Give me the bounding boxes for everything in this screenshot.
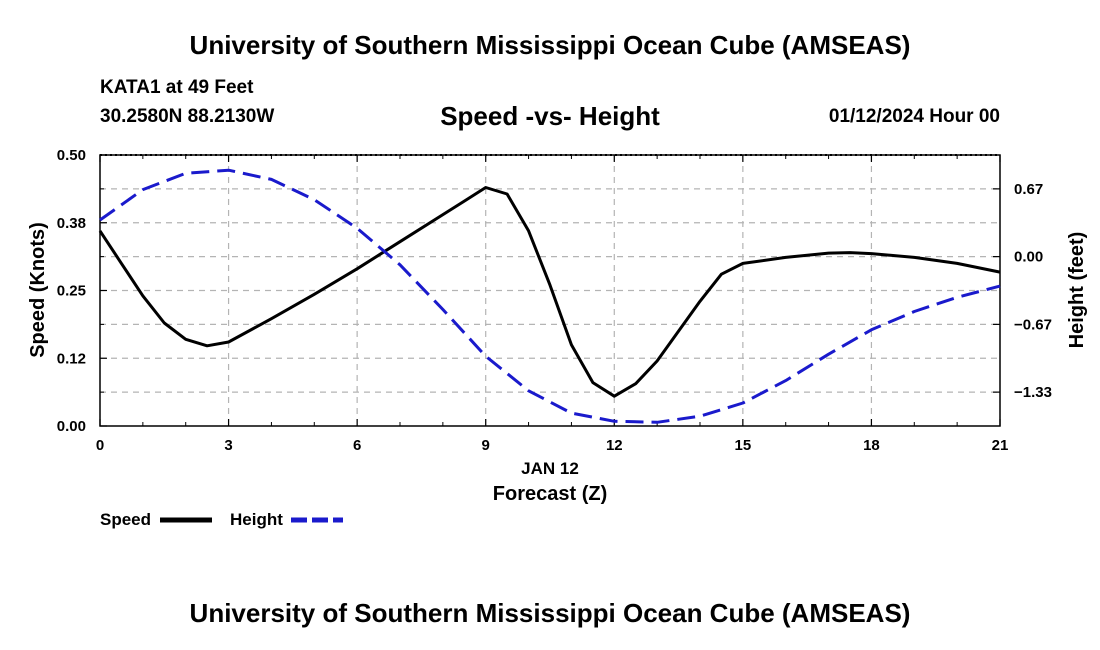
chart-title: Speed -vs- Height bbox=[440, 101, 660, 131]
y-right-tick-label: −0.67 bbox=[1014, 316, 1052, 333]
station-name: KATA1 at 49 Feet bbox=[100, 77, 254, 98]
x-axis-label: Forecast (Z) bbox=[493, 483, 607, 505]
tick-layer bbox=[99, 154, 1001, 427]
label-layer: 0 3 6 9 12 15 18 21 0.00 0.12 0.25 0.38 0.50 −1.33 −0.… bbox=[57, 147, 1052, 454]
page-footer-title: University of Southern Mississippi Ocean… bbox=[189, 598, 911, 628]
x-tick-label: 12 bbox=[606, 437, 623, 454]
x-tick-label: 6 bbox=[353, 437, 361, 454]
legend: Speed Height bbox=[100, 510, 343, 529]
y-left-tick-label: 0.25 bbox=[57, 283, 86, 300]
x-tick-label: 18 bbox=[863, 437, 880, 454]
y-right-tick-label: −1.33 bbox=[1014, 384, 1052, 401]
x-axis-date-label: JAN 12 bbox=[521, 459, 579, 478]
series-layer bbox=[98, 168, 1001, 424]
x-tick-label: 9 bbox=[482, 437, 490, 454]
y-axis-left-label: Speed (Knots) bbox=[27, 222, 49, 358]
x-tick-label: 3 bbox=[224, 437, 232, 454]
y-right-tick-label: 0.67 bbox=[1014, 181, 1043, 198]
x-tick-label: 15 bbox=[735, 437, 752, 454]
grid-layer bbox=[100, 155, 1000, 426]
station-coordinates: 30.2580N 88.2130W bbox=[100, 106, 275, 127]
speed-series-line bbox=[98, 186, 1001, 398]
x-tick-label: 21 bbox=[992, 437, 1009, 454]
y-right-tick-label: 0.00 bbox=[1014, 249, 1043, 266]
height-series-line bbox=[99, 168, 1001, 424]
legend-height-label: Height bbox=[230, 510, 283, 529]
legend-speed-label: Speed bbox=[100, 510, 151, 529]
forecast-datetime: 01/12/2024 Hour 00 bbox=[828, 106, 1000, 127]
y-left-tick-label: 0.00 bbox=[57, 418, 86, 435]
y-left-tick-label: 0.50 bbox=[57, 147, 86, 164]
y-left-tick-label: 0.12 bbox=[57, 350, 86, 367]
y-axis-right-label: Height (feet) bbox=[1066, 232, 1088, 349]
y-left-tick-label: 0.38 bbox=[57, 215, 86, 232]
page-title: University of Southern Mississippi Ocean… bbox=[189, 30, 911, 60]
x-tick-label: 0 bbox=[96, 437, 104, 454]
